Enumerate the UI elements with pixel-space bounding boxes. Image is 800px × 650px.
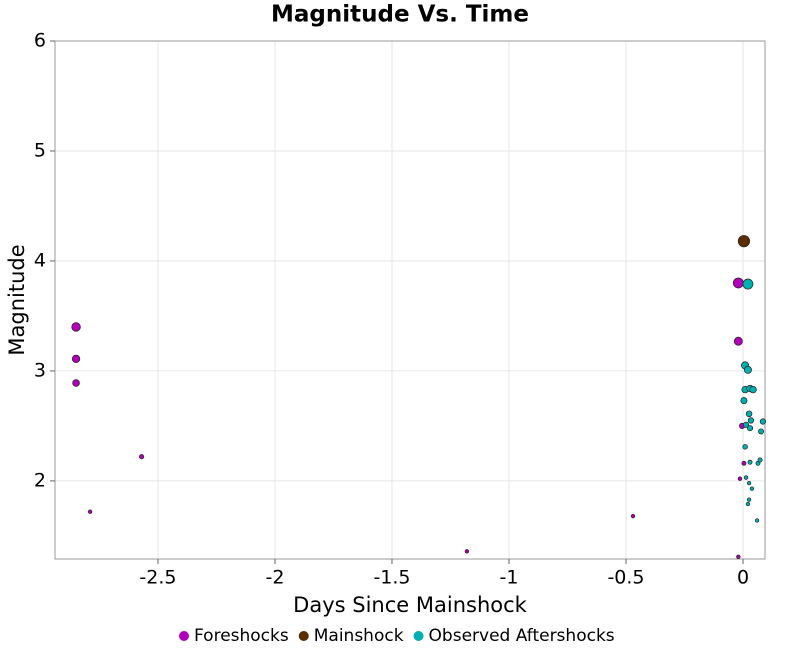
- point: [741, 460, 747, 466]
- point: [742, 444, 748, 450]
- y-tick-label: 5: [34, 139, 46, 161]
- y-tick-label: 4: [34, 249, 46, 271]
- x-tick-label: -0.5: [607, 567, 644, 589]
- point: [754, 518, 760, 523]
- point: [71, 354, 81, 363]
- point: [758, 428, 764, 435]
- point: [736, 554, 741, 559]
- y-tick-label: 2: [34, 469, 46, 491]
- point: [71, 322, 81, 332]
- point: [72, 379, 80, 387]
- point: [745, 410, 753, 418]
- point: [630, 513, 636, 519]
- y-tick-label: 3: [34, 359, 46, 381]
- x-tick-label: -1: [500, 567, 519, 589]
- point: [737, 476, 743, 481]
- point: [87, 509, 93, 514]
- point: [733, 336, 743, 346]
- legend-label: Observed Aftershocks: [429, 626, 615, 646]
- legend-label: Mainshock: [314, 626, 404, 646]
- x-tick-label: -2: [265, 567, 284, 589]
- point: [732, 277, 744, 289]
- point: [747, 425, 754, 432]
- point: [737, 235, 751, 248]
- point: [746, 480, 752, 486]
- plot-frame: [54, 40, 766, 560]
- point: [139, 454, 145, 460]
- y-tick-label: 6: [34, 30, 46, 52]
- point: [743, 475, 749, 480]
- point: [746, 497, 752, 502]
- x-tick-label: -2.5: [139, 567, 176, 589]
- point: [745, 501, 751, 507]
- legend-label: Foreshocks: [194, 626, 289, 646]
- point: [749, 486, 755, 491]
- legend-marker: [298, 631, 309, 641]
- point: [742, 278, 754, 290]
- legend: Foreshocks Mainshock Observed Aftershocks: [179, 626, 615, 646]
- x-axis-label: Days Since Mainshock: [293, 593, 527, 617]
- point: [747, 417, 755, 424]
- point: [749, 385, 757, 394]
- point: [740, 397, 748, 405]
- point: [759, 418, 767, 425]
- point: [742, 421, 750, 428]
- point: [464, 549, 470, 554]
- y-axis-label: Magnitude: [5, 244, 29, 355]
- x-tick-label: 0: [737, 567, 749, 589]
- legend-marker: [413, 631, 424, 641]
- x-tick-label: -1.5: [373, 567, 410, 589]
- point: [757, 457, 763, 463]
- legend-marker: [179, 631, 189, 641]
- chart-title: Magnitude Vs. Time: [271, 2, 529, 28]
- point: [747, 459, 753, 465]
- point: [743, 365, 752, 374]
